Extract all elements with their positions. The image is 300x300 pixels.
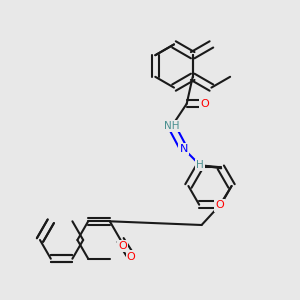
Text: O: O	[200, 99, 209, 109]
Text: H: H	[196, 160, 204, 170]
Text: O: O	[127, 251, 136, 262]
Text: O: O	[215, 200, 224, 211]
Text: NH: NH	[164, 121, 179, 131]
Text: O: O	[118, 242, 127, 251]
Text: N: N	[179, 144, 188, 154]
